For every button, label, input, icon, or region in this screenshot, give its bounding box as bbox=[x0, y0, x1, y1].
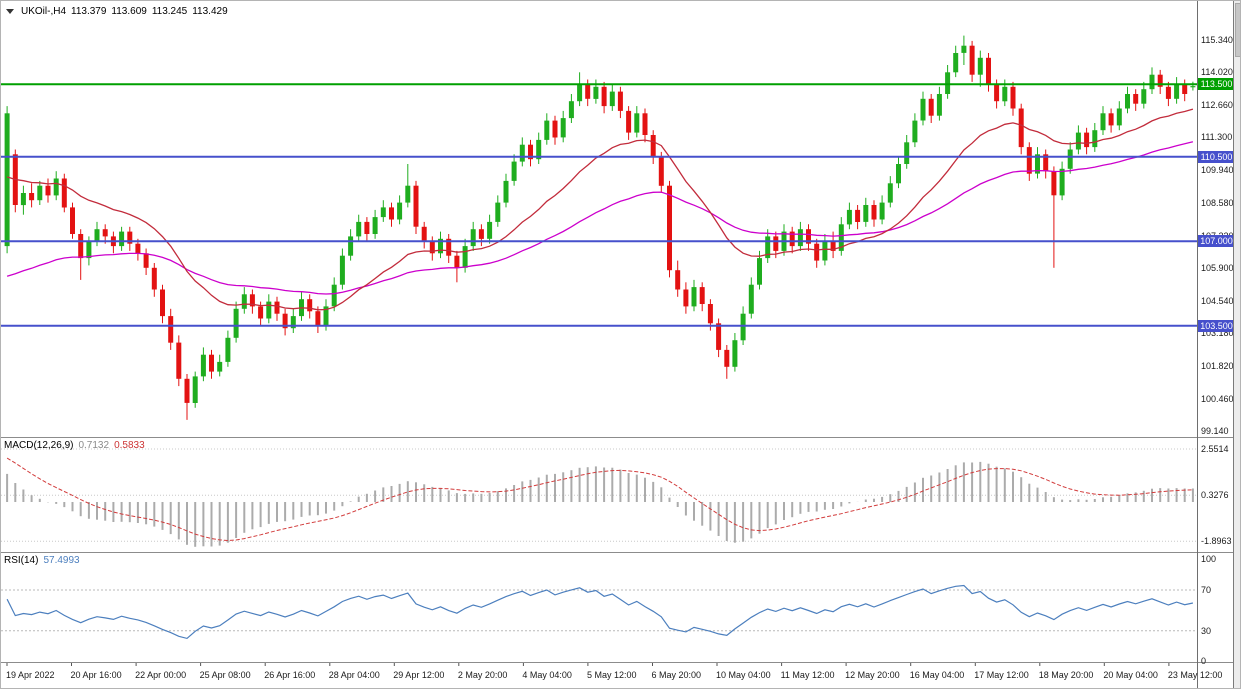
price-line-badge[interactable]: 103.500 bbox=[1198, 319, 1235, 332]
price-tick-label: 114.020 bbox=[1201, 66, 1233, 77]
time-axis-label: 20 May 04:00 bbox=[1103, 670, 1158, 680]
time-axis-label: 25 Apr 08:00 bbox=[199, 670, 251, 680]
price-tick-label: 109.940 bbox=[1201, 165, 1234, 176]
rsi-line bbox=[6, 584, 1194, 640]
rsi-tick-label: 0 bbox=[1201, 656, 1207, 667]
window-scrollbar[interactable] bbox=[1233, 1, 1240, 688]
macd-tick-label: 2.5514 bbox=[1201, 443, 1229, 454]
rsi-name: RSI(14) bbox=[4, 555, 39, 566]
time-axis-label: 6 May 20:00 bbox=[651, 670, 702, 680]
rsi-value: 57.4993 bbox=[43, 555, 80, 566]
price-tick-label: 115.340 bbox=[1201, 34, 1233, 45]
price-tick-label: 101.820 bbox=[1201, 361, 1234, 372]
time-axis-label: 23 May 12:00 bbox=[1167, 670, 1223, 680]
time-axis-label: 16 May 04:00 bbox=[909, 670, 965, 680]
price-line-badge[interactable]: 107.000 bbox=[1198, 235, 1235, 248]
ohlc-high-value: 113.609 bbox=[111, 6, 147, 17]
macd-subwindow[interactable] bbox=[1, 448, 1197, 547]
time-axis-label: 17 May 12:00 bbox=[974, 670, 1029, 680]
rsi-tick-label: 70 bbox=[1201, 584, 1212, 595]
macd-main-value: 0.7132 bbox=[78, 440, 110, 451]
symbol-marker-icon bbox=[6, 9, 14, 14]
macd-tick-label: 0.3276 bbox=[1201, 490, 1229, 501]
rsi-indicator-label: RSI(14) 57.4993 bbox=[4, 555, 80, 566]
time-axis-label: 11 May 12:00 bbox=[780, 670, 835, 680]
ma-fast-line bbox=[6, 108, 1194, 311]
rsi-tick-label: 100 bbox=[1201, 554, 1217, 565]
price-tick-label: 104.540 bbox=[1201, 295, 1234, 306]
ohlc-low-value: 113.245 bbox=[151, 6, 188, 17]
price-line-badge[interactable]: 113.500 bbox=[1198, 78, 1235, 91]
time-axis-label: 28 Apr 04:00 bbox=[328, 670, 380, 680]
price-tick-label: 112.660 bbox=[1201, 99, 1233, 110]
macd-signal-value: 0.5833 bbox=[114, 440, 145, 451]
rsi-tick-label: 30 bbox=[1201, 625, 1212, 636]
symbol-period-label: UKOil-,H4 bbox=[21, 6, 67, 17]
price-tick-label: 103.180 bbox=[1201, 328, 1234, 339]
price-tick-label: 99.140 bbox=[1201, 425, 1229, 436]
price-tick-label: 105.900 bbox=[1201, 262, 1234, 273]
time-axis-label: 29 Apr 12:00 bbox=[393, 670, 445, 680]
time-axis-label: 18 May 20:00 bbox=[1038, 670, 1094, 680]
macd-histogram bbox=[6, 461, 1194, 547]
time-axis-label: 26 Apr 16:00 bbox=[264, 670, 316, 680]
time-axis-label: 12 May 20:00 bbox=[845, 670, 900, 680]
macd-indicator-label: MACD(12,26,9) 0.7132 0.5833 bbox=[4, 440, 145, 451]
candles-layer bbox=[4, 35, 1196, 420]
main-price-panel[interactable] bbox=[1, 35, 1197, 420]
time-axis-label: 10 May 04:00 bbox=[716, 670, 771, 680]
price-tick-label: 100.460 bbox=[1201, 394, 1234, 405]
macd-signal-line bbox=[6, 457, 1193, 542]
price-tick-label: 111.300 bbox=[1201, 132, 1233, 143]
price-tick-label: 108.580 bbox=[1201, 198, 1234, 209]
ohlc-open-value: 113.379 bbox=[71, 6, 107, 17]
chart-title: UKOil-,H4 113.379 113.609 113.245 113.42… bbox=[6, 6, 228, 17]
ohlc-close-value: 113.429 bbox=[192, 6, 228, 17]
time-axis-label: 20 Apr 16:00 bbox=[70, 670, 122, 680]
macd-name: MACD(12,26,9) bbox=[4, 440, 74, 451]
time-axis-label: 2 May 20:00 bbox=[457, 670, 508, 680]
time-axis-label: 5 May 12:00 bbox=[586, 670, 637, 680]
time-axis-label: 22 Apr 00:00 bbox=[135, 670, 187, 680]
scrollbar-thumb[interactable] bbox=[1235, 3, 1240, 57]
time-axis-label: 19 Apr 2022 bbox=[6, 670, 55, 680]
macd-tick-label: -1.8963 bbox=[1201, 536, 1232, 547]
price-line-badge[interactable]: 110.500 bbox=[1198, 150, 1235, 163]
ma-slow-line bbox=[6, 141, 1194, 295]
rsi-subwindow[interactable] bbox=[1, 584, 1197, 640]
time-axis-label: 4 May 04:00 bbox=[522, 670, 572, 680]
